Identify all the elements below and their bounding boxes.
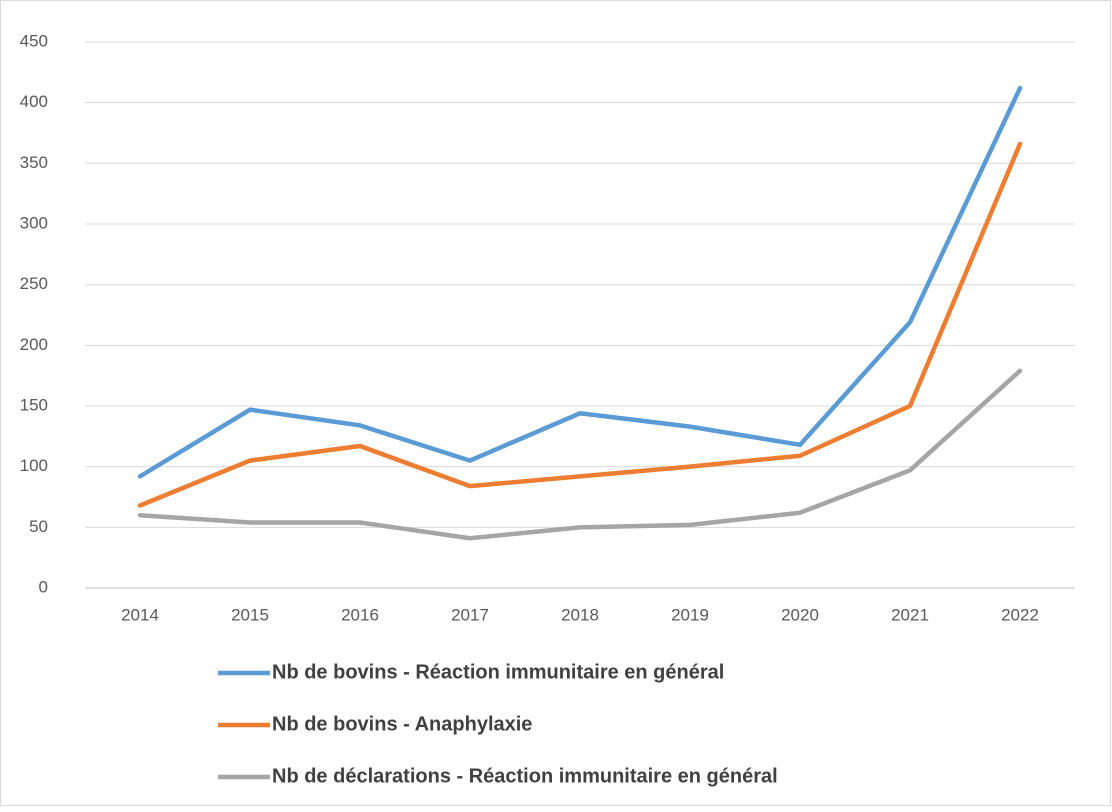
x-tick-label: 2017 — [451, 605, 489, 624]
y-tick-label: 150 — [20, 395, 48, 414]
y-tick-label: 300 — [20, 213, 48, 232]
x-tick-label: 2014 — [121, 605, 159, 624]
y-tick-label: 100 — [20, 456, 48, 475]
legend-label: Nb de bovins - Réaction immunitaire en g… — [272, 661, 724, 683]
x-tick-label: 2015 — [231, 605, 269, 624]
x-tick-label: 2020 — [781, 605, 819, 624]
x-tick-label: 2018 — [561, 605, 599, 624]
series-line — [137, 141, 1023, 508]
y-tick-label: 450 — [20, 31, 48, 50]
legend-label: Nb de bovins - Anaphylaxie — [272, 713, 532, 735]
x-tick-label: 2019 — [671, 605, 709, 624]
y-tick-label: 0 — [39, 577, 48, 596]
x-tick-label: 2022 — [1001, 605, 1039, 624]
y-tick-label: 250 — [20, 274, 48, 293]
y-tick-label: 350 — [20, 153, 48, 172]
series-line — [137, 368, 1023, 541]
y-tick-label: 200 — [20, 335, 48, 354]
x-tick-label: 2016 — [341, 605, 379, 624]
series-line — [137, 85, 1023, 479]
y-tick-label: 50 — [29, 517, 48, 536]
legend-label: Nb de déclarations - Réaction immunitair… — [272, 765, 778, 787]
x-tick-label: 2021 — [891, 605, 929, 624]
y-tick-label: 400 — [20, 92, 48, 111]
